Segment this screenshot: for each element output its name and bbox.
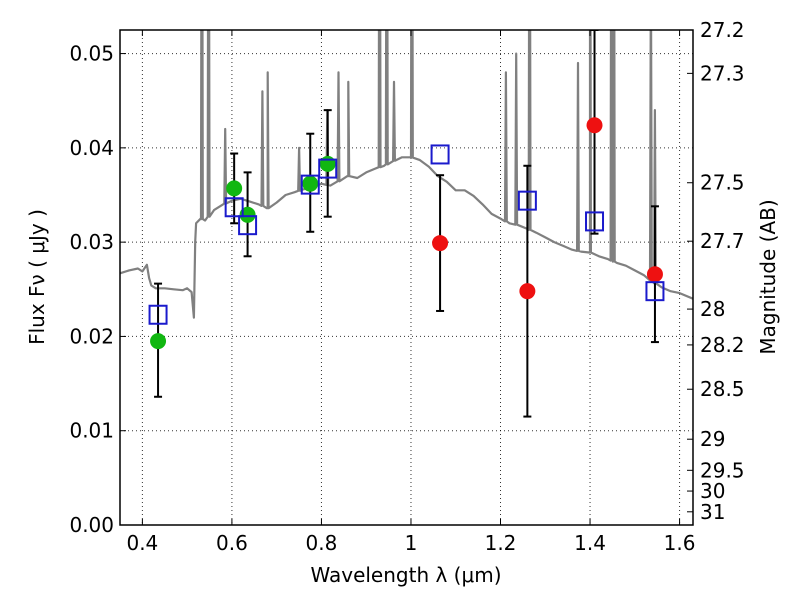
red-data-point bbox=[432, 235, 449, 252]
y-tick-label: 0.00 bbox=[69, 513, 114, 537]
x-tick-label: 1.6 bbox=[664, 531, 696, 555]
y-tick-label: 0.02 bbox=[69, 324, 114, 348]
green-data-point bbox=[302, 175, 319, 192]
mag-tick-label: 31 bbox=[700, 500, 725, 524]
green-data-point bbox=[150, 333, 167, 350]
mag-tick-label: 28.5 bbox=[700, 377, 745, 401]
axis-ticks: 0.4 0.6 0.8 1 1.2 1.4 1.6 0.00 0.01 0.02 0.03 0.04 0… bbox=[69, 18, 744, 555]
plot-frame bbox=[119, 29, 694, 526]
y-tick-label: 0.05 bbox=[69, 42, 114, 66]
model-square-marker bbox=[318, 158, 338, 179]
model-square-marker bbox=[517, 190, 537, 211]
mag-tick-label: 27.5 bbox=[700, 171, 745, 195]
model-square-marker bbox=[645, 281, 665, 302]
red-data-point bbox=[519, 283, 536, 300]
mag-tick-label: 30 bbox=[700, 479, 725, 503]
x-axis-label: Wavelength λ (μm) bbox=[310, 563, 501, 587]
grid-lines bbox=[120, 30, 693, 526]
model-square-marker bbox=[585, 211, 605, 232]
mag-tick-label: 28 bbox=[700, 297, 725, 321]
spectrum-line bbox=[120, 30, 693, 319]
y-tick-label: 0.01 bbox=[69, 419, 114, 443]
model-square-marker bbox=[224, 197, 244, 218]
plot-content bbox=[120, 30, 693, 418]
x-tick-label: 0.4 bbox=[126, 531, 158, 555]
mag-tick-label: 27.2 bbox=[700, 18, 745, 42]
mag-tick-label: 29.5 bbox=[700, 458, 745, 482]
mag-tick-label: 27.3 bbox=[700, 61, 745, 85]
mag-tick-label: 29 bbox=[700, 427, 725, 451]
x-tick-label: 1.4 bbox=[574, 531, 606, 555]
red-data-point bbox=[586, 117, 603, 134]
x-tick-label: 1 bbox=[405, 531, 418, 555]
model-square-marker bbox=[148, 304, 168, 325]
y-axis-right-label: Magnitude (AB) bbox=[756, 199, 780, 354]
x-tick-label: 0.6 bbox=[216, 531, 248, 555]
y-axis-label: Flux Fν ( μJy ) bbox=[25, 209, 49, 345]
model-square-marker bbox=[300, 174, 320, 195]
model-square-marker bbox=[430, 144, 450, 165]
y-tick-label: 0.04 bbox=[69, 136, 114, 160]
red-data-point bbox=[646, 266, 663, 283]
x-tick-label: 1.2 bbox=[485, 531, 517, 555]
mag-tick-label: 27.7 bbox=[700, 229, 745, 253]
y-tick-label: 0.03 bbox=[69, 230, 114, 254]
green-data-point bbox=[239, 206, 256, 223]
model-square-marker bbox=[238, 215, 258, 236]
mag-tick-label: 28.2 bbox=[700, 333, 745, 357]
green-data-point bbox=[226, 180, 243, 197]
x-tick-label: 0.8 bbox=[306, 531, 338, 555]
